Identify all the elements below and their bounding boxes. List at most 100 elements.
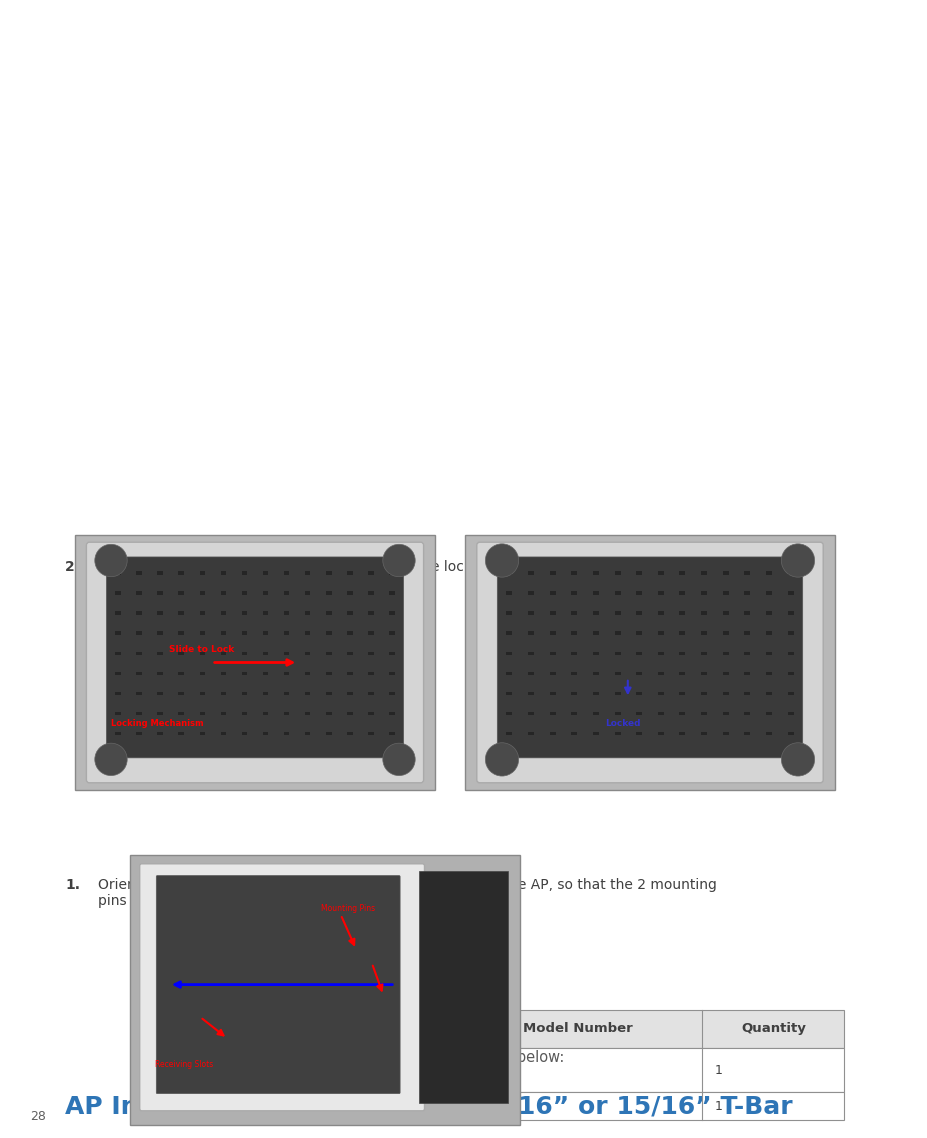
FancyBboxPatch shape (497, 556, 802, 758)
Bar (115, 571, 121, 575)
Bar (199, 732, 205, 735)
Bar (262, 632, 268, 635)
Bar (262, 732, 268, 735)
Bar (743, 711, 750, 716)
Bar (722, 611, 728, 615)
Bar (241, 571, 248, 575)
Bar (636, 692, 641, 695)
FancyBboxPatch shape (140, 864, 424, 1111)
FancyBboxPatch shape (86, 542, 423, 783)
Bar (722, 711, 728, 716)
Bar (367, 692, 374, 695)
Text: Receiving Slots: Receiving Slots (156, 1061, 213, 1070)
Text: Slide to Lock: Slide to Lock (169, 644, 234, 653)
Bar (787, 571, 793, 575)
Bar (765, 692, 771, 695)
Bar (787, 652, 793, 655)
Text: 2.: 2. (65, 560, 80, 574)
Text: Locking Mechanism: Locking Mechanism (111, 718, 203, 727)
Circle shape (383, 743, 414, 776)
Bar (506, 632, 512, 635)
Bar (241, 671, 248, 675)
Bar (765, 732, 771, 735)
Bar (136, 611, 142, 615)
Bar (743, 671, 750, 675)
Bar (304, 692, 311, 695)
Bar (241, 592, 248, 595)
Bar (136, 732, 142, 735)
Bar (178, 671, 184, 675)
Text: Slide the adapter plate from left to right until the locking mechanism “clicks” : Slide the adapter plate from left to rig… (98, 560, 711, 574)
Bar (701, 652, 706, 655)
Bar (115, 611, 121, 615)
Bar (722, 671, 728, 675)
Bar (158, 652, 163, 655)
Bar (701, 632, 706, 635)
Bar (636, 571, 641, 575)
Bar (743, 652, 750, 655)
Bar (178, 571, 184, 575)
Circle shape (781, 743, 814, 776)
Bar (388, 611, 394, 615)
Bar (787, 711, 793, 716)
Bar (701, 571, 706, 575)
Bar (787, 592, 793, 595)
Bar (158, 692, 163, 695)
Text: 1: 1 (714, 1099, 721, 1113)
Bar (367, 732, 374, 735)
Bar (304, 652, 311, 655)
Bar (115, 671, 121, 675)
Bar (527, 692, 533, 695)
Text: 15/16” T-bar & wall-mount combo
adapter (650-00232): 15/16” T-bar & wall-mount combo adapter … (146, 1056, 358, 1085)
Bar (527, 671, 533, 675)
Bar (115, 732, 121, 735)
Bar (178, 732, 184, 735)
Bar (262, 652, 268, 655)
Bar (134, 1092, 844, 1120)
Bar (347, 571, 352, 575)
Bar (527, 732, 533, 735)
Bar (657, 652, 663, 655)
Bar (614, 592, 620, 595)
Bar (199, 692, 205, 695)
Bar (765, 611, 771, 615)
Bar (679, 732, 685, 735)
Bar (158, 711, 163, 716)
Bar (325, 671, 331, 675)
Bar (304, 611, 311, 615)
Bar (679, 692, 685, 695)
Bar (158, 632, 163, 635)
Bar (325, 692, 331, 695)
Bar (571, 671, 577, 675)
Bar (221, 692, 226, 695)
Bar (657, 711, 663, 716)
Bar (614, 671, 620, 675)
Bar (722, 652, 728, 655)
Bar (136, 632, 142, 635)
Bar (657, 592, 663, 595)
Bar (549, 652, 555, 655)
Bar (527, 592, 533, 595)
Bar (221, 711, 226, 716)
FancyBboxPatch shape (156, 875, 400, 1094)
Bar (614, 732, 620, 735)
Bar (592, 592, 598, 595)
Bar (506, 611, 512, 615)
Bar (571, 692, 577, 695)
Bar (284, 711, 289, 716)
Bar (722, 732, 728, 735)
Bar (549, 711, 555, 716)
Bar (199, 611, 205, 615)
Bar (367, 592, 374, 595)
Bar (787, 692, 793, 695)
Bar (657, 732, 663, 735)
Bar (571, 592, 577, 595)
Bar (636, 592, 641, 595)
Bar (221, 611, 226, 615)
Bar (158, 592, 163, 595)
Bar (549, 692, 555, 695)
Bar (787, 632, 793, 635)
Bar (464, 535, 834, 790)
Bar (304, 671, 311, 675)
Bar (765, 571, 771, 575)
